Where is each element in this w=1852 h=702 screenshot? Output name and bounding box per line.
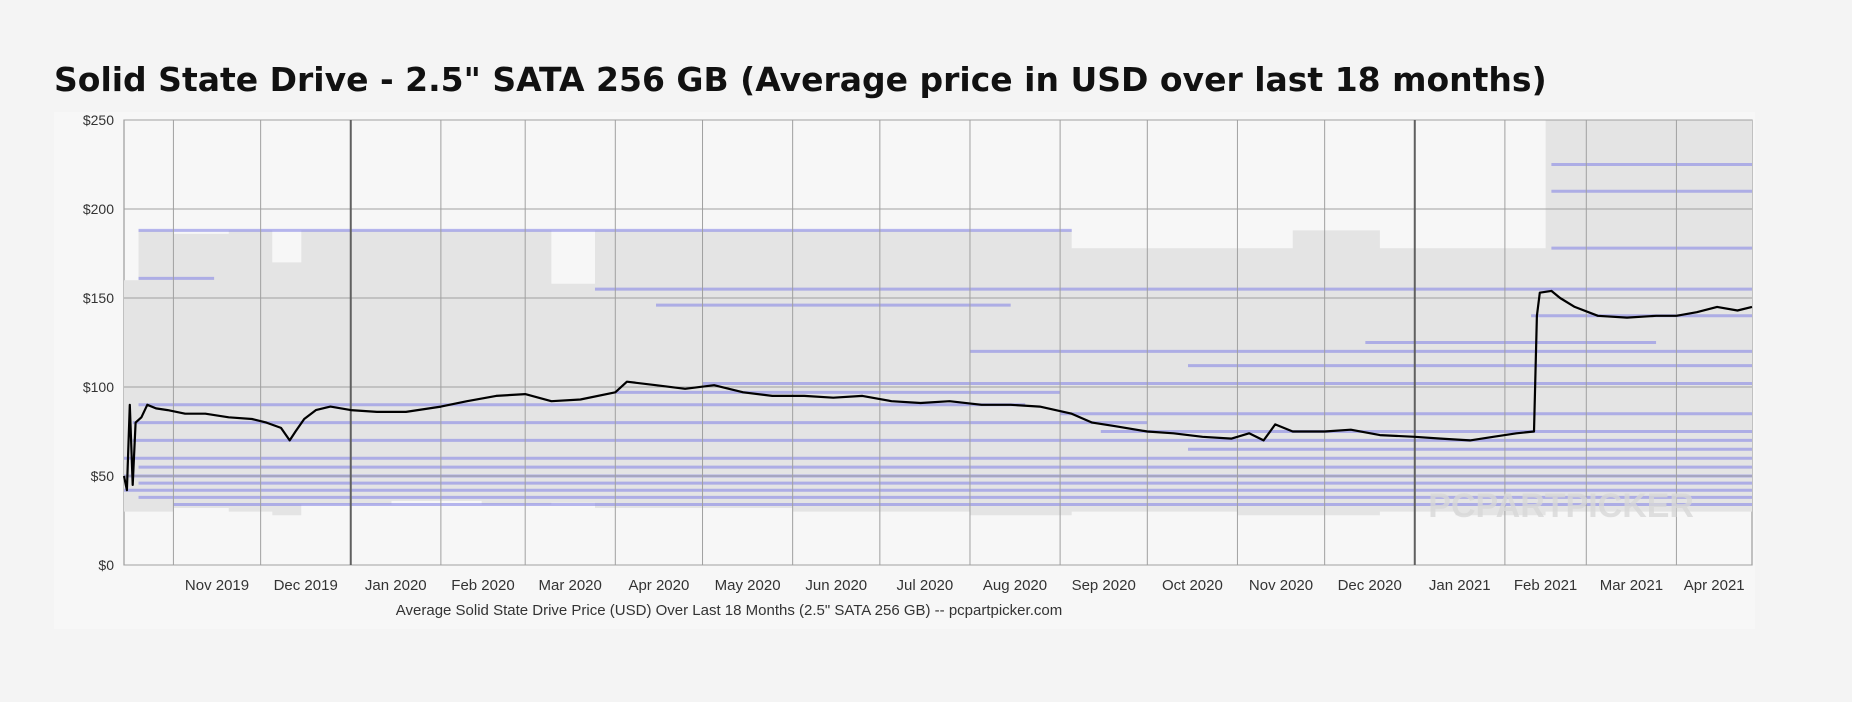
x-tick-label: Nov 2019 xyxy=(185,577,249,594)
price-history-chart: PCPARTPICKER $0 $50 $100 $150 $200 $250 Nov 2… xyxy=(83,112,1753,619)
y-tick-label: $100 xyxy=(83,379,114,395)
x-tick-label: Feb 2020 xyxy=(451,577,514,594)
y-axis: $0 $50 $100 $150 $200 $250 xyxy=(83,112,114,573)
x-tick-label: May 2020 xyxy=(715,577,781,594)
x-tick-label: Jul 2020 xyxy=(897,577,954,594)
watermark-text: PCPARTPICKER xyxy=(1428,487,1694,525)
gridlines xyxy=(124,119,1752,566)
x-tick-label: Dec 2020 xyxy=(1338,577,1402,594)
x-tick-label: Feb 2021 xyxy=(1514,577,1577,594)
average-price-line xyxy=(122,289,1753,492)
x-tick-label: Nov 2020 xyxy=(1249,577,1313,594)
y-tick-label: $250 xyxy=(83,112,114,128)
x-tick-label: Aug 2020 xyxy=(983,577,1047,594)
y-tick-label: $200 xyxy=(83,201,114,217)
x-tick-label: Jun 2020 xyxy=(805,577,867,594)
series-line xyxy=(122,289,1753,492)
y-tick-label: $150 xyxy=(83,290,114,306)
x-tick-label: Sep 2020 xyxy=(1072,577,1136,594)
x-tick-label: Apr 2020 xyxy=(628,577,689,594)
x-tick-label: Mar 2020 xyxy=(539,577,602,594)
y-tick-label: $50 xyxy=(91,468,115,484)
y-tick-label: $0 xyxy=(98,557,114,573)
x-tick-label: Jan 2020 xyxy=(365,577,427,594)
x-tick-label: Apr 2021 xyxy=(1684,577,1745,594)
x-tick-label: Mar 2021 xyxy=(1600,577,1663,594)
price-range-area xyxy=(124,120,1752,516)
x-tick-label: Dec 2019 xyxy=(274,577,338,594)
price-range-band xyxy=(124,120,1752,516)
chart-container: PCPARTPICKER $0 $50 $100 $150 $200 $250 Nov 2… xyxy=(54,112,1755,629)
x-tick-label: Jan 2021 xyxy=(1429,577,1491,594)
x-tick-label: Oct 2020 xyxy=(1162,577,1223,594)
individual-price-levels xyxy=(124,163,1752,506)
chart-caption: Average Solid State Drive Price (USD) Ov… xyxy=(396,602,1062,619)
x-axis: Nov 2019 Dec 2019 Jan 2020 Feb 2020 Mar 2020… xyxy=(185,577,1745,594)
page-title: Solid State Drive - 2.5" SATA 256 GB (Av… xyxy=(54,60,1547,99)
